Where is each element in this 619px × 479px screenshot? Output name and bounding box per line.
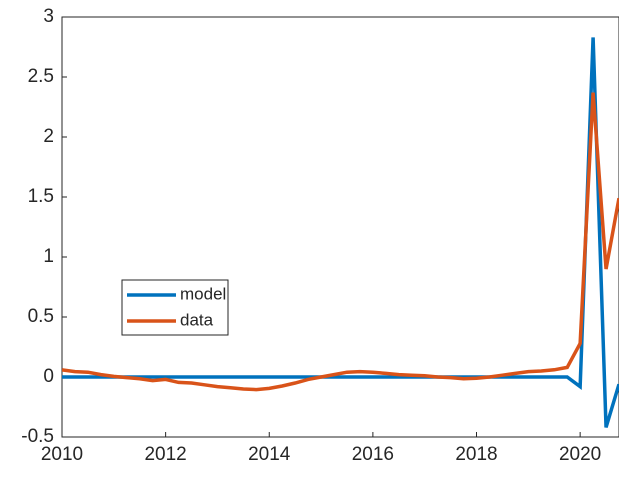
series-line: [62, 37, 619, 428]
x-tick-label: 2018: [455, 444, 497, 465]
y-tick-label: 0: [43, 366, 54, 387]
y-tick-label: 0.5: [28, 306, 54, 327]
legend: model data: [121, 279, 229, 336]
plot-area: [61, 16, 619, 438]
y-tick-label: 2: [43, 126, 54, 147]
legend-label: model: [180, 284, 226, 303]
x-tick-label: 2020: [559, 444, 601, 465]
y-tick-label: -0.5: [21, 426, 54, 447]
x-tick-label: 2014: [248, 444, 291, 465]
y-tick-label: 1: [43, 246, 54, 267]
x-tick-label: 2010: [41, 444, 83, 465]
legend-box: [121, 279, 229, 336]
y-tick-label: 1.5: [28, 186, 54, 207]
y-tick-label: 3: [43, 6, 54, 27]
y-tick-label: 2.5: [28, 66, 54, 87]
legend-label: data: [180, 310, 214, 329]
series-line: [62, 92, 619, 392]
x-tick-label: 2012: [144, 444, 186, 465]
x-tick-label: 2016: [352, 444, 394, 465]
